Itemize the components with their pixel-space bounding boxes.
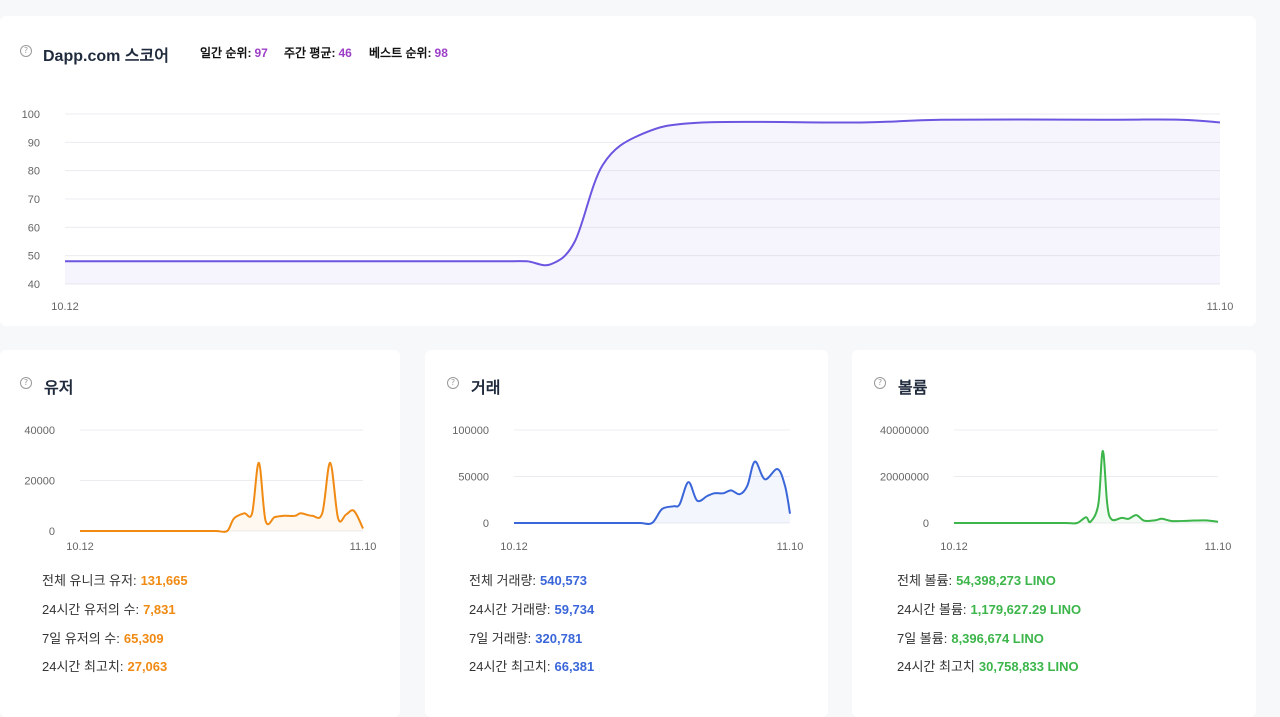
volume-card: ? 볼륨 0 20000000 40000000 10.12 11.10 전체 볼륨: 5… [852, 350, 1256, 717]
users-stat-7d: 7일 유저의 수: 65,309 [42, 631, 164, 646]
volume-title: 볼륨 [898, 380, 928, 397]
daily-rank: 일간 순위: 97 [200, 44, 268, 61]
x-tick-label-end: 11.10 [350, 541, 377, 553]
weekly-average-label: 주간 평균: [284, 46, 336, 60]
weekly-average: 주간 평균: 46 [284, 44, 352, 61]
x-tick-label-start: 10.12 [51, 301, 79, 313]
y-tick-label: 50000 [458, 472, 489, 484]
volume-stat-24h: 24시간 볼륨: 1,179,627.29 LINO [897, 602, 1082, 617]
volume-stat-peak: 24시간 최고치 30,758,833 LINO [897, 659, 1079, 674]
x-tick-label-end: 11.10 [777, 541, 804, 553]
score-chart: 40 50 60 70 80 90 100 10.12 11.10 [22, 109, 1234, 313]
best-rank-label: 베스트 순위: [369, 46, 432, 60]
users-title: 유저 [44, 380, 74, 397]
transactions-title: 거래 [471, 380, 501, 397]
y-tick-label: 20000000 [880, 472, 929, 484]
volume-stat-total: 전체 볼륨: 54,398,273 LINO [897, 573, 1056, 588]
y-tick-label: 50 [28, 251, 40, 263]
y-tick-label: 100000 [452, 425, 489, 437]
y-tick-label: 100 [22, 109, 40, 121]
volume-chart: 0 20000000 40000000 10.12 11.10 [880, 425, 1232, 553]
transactions-card: ? 거래 0 50000 100000 10.12 11.10 전체 거래량: 540,5… [425, 350, 828, 717]
y-tick-label: 40000000 [880, 425, 929, 437]
y-tick-label: 0 [483, 518, 489, 530]
y-tick-label: 0 [923, 518, 929, 530]
volume-stat-7d: 7일 볼륨: 8,396,674 LINO [897, 631, 1044, 646]
tx-stat-7d: 7일 거래량: 320,781 [469, 631, 583, 646]
score-title: Dapp.com 스코어 [43, 48, 169, 65]
series-area [80, 462, 363, 532]
x-tick-label-start: 10.12 [940, 541, 968, 553]
series-line [65, 118, 1221, 267]
question-circle-icon[interactable]: ? [874, 377, 886, 389]
best-rank: 베스트 순위: 98 [369, 44, 448, 61]
x-tick-label-start: 10.12 [500, 541, 528, 553]
x-tick-label-start: 10.12 [66, 541, 94, 553]
tx-stat-peak: 24시간 최고치: 66,381 [469, 659, 595, 674]
tx-stat-total: 전체 거래량: 540,573 [469, 573, 588, 588]
question-circle-icon[interactable]: ? [20, 45, 32, 57]
users-card: ? 유저 0 20000 40000 10.12 11.10 전체 유니크 유저: 131… [0, 350, 400, 717]
y-tick-label: 70 [28, 194, 40, 206]
y-tick-label: 80 [28, 166, 40, 178]
series-line [79, 461, 364, 533]
score-card: ? Dapp.com 스코어 일간 순위: 97 주간 평균: 46 베스트 순위:… [0, 16, 1256, 326]
best-rank-value: 98 [434, 46, 448, 60]
users-chart: 0 20000 40000 10.12 11.10 [24, 425, 377, 553]
series-area [954, 450, 1218, 524]
users-stat-peak: 24시간 최고치: 27,063 [42, 659, 168, 674]
y-tick-label: 90 [28, 137, 40, 149]
y-tick-label: 40 [28, 279, 40, 291]
weekly-average-value: 46 [338, 46, 352, 60]
users-stat-24h: 24시간 유저의 수: 7,831 [42, 602, 176, 617]
y-tick-label: 60 [28, 222, 40, 234]
y-tick-label: 20000 [24, 476, 55, 488]
daily-rank-value: 97 [254, 46, 268, 60]
transactions-chart: 0 50000 100000 10.12 11.10 [452, 425, 804, 553]
tx-stat-24h: 24시간 거래량: 59,734 [469, 602, 595, 617]
question-circle-icon[interactable]: ? [447, 377, 459, 389]
y-tick-label: 0 [49, 526, 55, 538]
series-line [514, 460, 791, 526]
y-tick-label: 40000 [24, 425, 55, 437]
users-stat-total: 전체 유니크 유저: 131,665 [42, 573, 188, 588]
x-tick-label-end: 11.10 [1207, 301, 1234, 313]
series-area [514, 461, 790, 525]
series-area [65, 119, 1220, 284]
daily-rank-label: 일간 순위: [200, 46, 252, 60]
series-line [954, 449, 1219, 525]
question-circle-icon[interactable]: ? [20, 377, 32, 389]
x-tick-label-end: 11.10 [1205, 541, 1232, 553]
